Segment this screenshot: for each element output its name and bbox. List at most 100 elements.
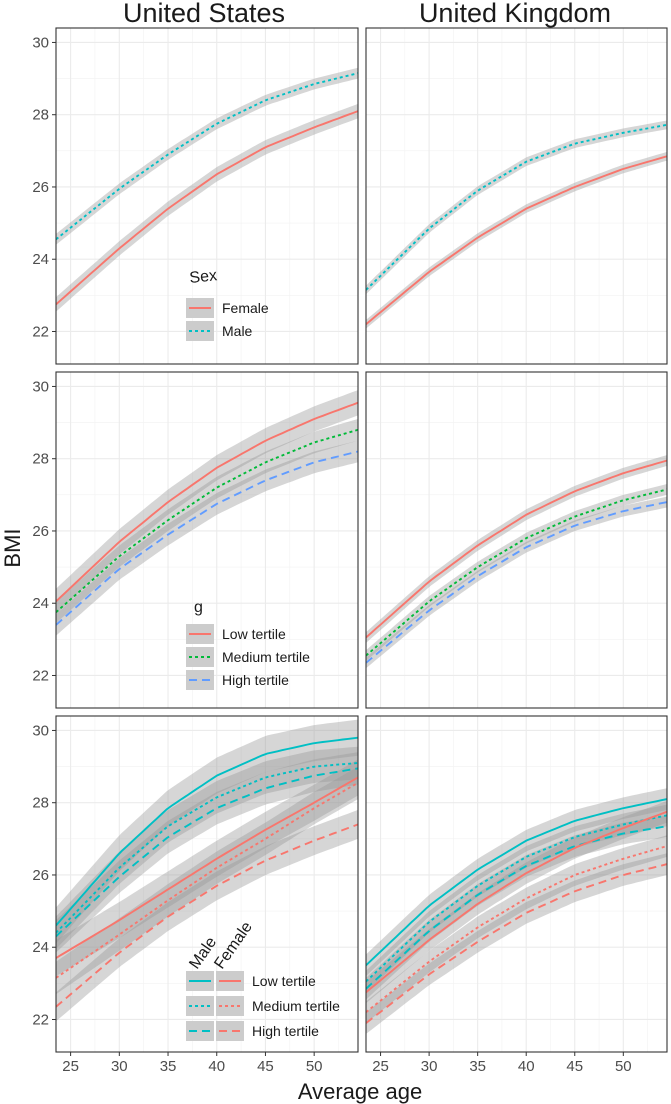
panel-border [55,715,359,1053]
legend-label: High tertile [222,672,289,688]
legend-label: Male [222,323,253,339]
series-line-male-high-tertile [366,825,667,990]
x-tick-label: 30 [421,1058,438,1075]
series-line-male-medium-tertile [366,814,667,983]
x-tick-label: 50 [615,1058,632,1075]
confidence-band-low-tertile [366,455,667,643]
legend-title: g [194,599,203,616]
y-tick-label: 26 [32,867,49,884]
y-tick-label: 24 [32,251,49,268]
panel-background [366,716,667,1052]
y-tick-label: 26 [32,523,49,540]
y-tick-label: 30 [32,378,49,395]
y-tick-label: 24 [32,595,49,612]
confidence-band-medium-tertile [366,484,667,661]
y-tick-label: 22 [32,323,49,340]
y-tick-label: 28 [32,107,49,124]
y-tick-label: 28 [32,451,49,468]
panel-border [365,715,668,1053]
x-tick-label: 45 [257,1058,274,1075]
panel-border [55,371,359,709]
confidence-band-female-low-tertile [366,800,667,1004]
confidence-band-female-low-tertile [56,759,358,977]
x-tick-label: 30 [111,1058,128,1075]
series-line-female-medium-tertile [56,781,358,979]
series-line-female-high-tertile [366,863,667,1024]
series-line-high-tertile [366,501,667,664]
y-axis-title: BMI [0,528,25,567]
panel-background [366,372,667,708]
confidence-band-male-medium-tertile [56,746,358,949]
legend-key-background [186,996,214,1016]
legend-label: Low tertile [252,973,316,989]
x-tick-label: 25 [372,1058,389,1075]
series-line-female [366,155,667,326]
confidence-band-male-low-tertile [366,788,667,977]
panel-row1-uk [365,27,668,365]
y-tick-label: 30 [32,722,49,739]
series-line-male [56,72,358,241]
x-tick-label: 35 [469,1058,486,1075]
confidence-band-high-tertile [56,440,358,636]
legend-key-background [216,1021,244,1041]
panel-row3-uk: 25 30 35 40 45 50 [365,715,668,1075]
x-tick-label: 25 [62,1058,79,1075]
series-line-male-low-tertile [366,798,667,966]
confidence-band-low-tertile [56,390,358,615]
column-title-united-states: United States [123,0,285,28]
x-tick-label: 35 [160,1058,177,1075]
series-line-male-high-tertile [56,767,358,938]
x-tick-label: 40 [208,1058,225,1075]
legend-g: g Low tertile Medium tertile High tertile [186,599,310,690]
x-tick-label: 50 [306,1058,323,1075]
legend-key-background [216,996,244,1016]
x-axis-title: Average age [298,1079,422,1104]
y-tick-label: 22 [32,667,49,684]
legend-title: Sex [189,267,218,287]
legend-label: High tertile [252,1023,319,1039]
series-line-male [366,123,667,291]
y-tick-label: 26 [32,179,49,196]
confidence-band-female [56,103,358,312]
x-tick-label: 45 [566,1058,583,1075]
confidence-band-male-high-tertile [366,815,667,1000]
confidence-band-female-medium-tertile [56,766,358,995]
panel-background [366,28,667,364]
legend-label: Medium tertile [222,649,310,665]
y-tick-label: 28 [32,795,49,812]
x-tick-label: 40 [518,1058,535,1075]
series-line-low-tertile [56,401,358,603]
legend-label: Medium tertile [252,998,340,1014]
series-line-low-tertile [366,459,667,639]
panel-border [365,371,668,709]
series-line-female-low-tertile [366,810,667,994]
series-line-medium-tertile [56,428,358,614]
confidence-band-female-medium-tertile [366,835,667,1024]
y-tick-label: 22 [32,1011,49,1028]
panel-row2-uk [365,371,668,709]
y-tick-label: 24 [32,939,49,956]
series-line-high-tertile [56,450,358,626]
confidence-band-male [56,67,358,245]
series-line-female-high-tertile [56,823,358,1008]
y-tick-label: 30 [32,34,49,51]
series-line-female-low-tertile [56,776,358,959]
series-line-female [56,110,358,306]
legend-key-background [186,670,214,690]
legend-key-background [186,1021,214,1041]
confidence-band-female-high-tertile [56,809,358,1022]
panel-border [55,27,359,365]
series-line-female-medium-tertile [366,845,667,1014]
series-line-male-medium-tertile [56,762,358,934]
panel-border [365,27,668,365]
panels-layer: 22 24 26 28 30 22 24 26 28 30 22 24 26 28 30 25 30 35 40 45… [32,27,668,1075]
series-line-male-low-tertile [56,736,358,927]
legend-label: Female [222,300,269,316]
legend-key-background [186,647,214,667]
series-line-medium-tertile [366,488,667,657]
legend-key-background [186,321,214,341]
